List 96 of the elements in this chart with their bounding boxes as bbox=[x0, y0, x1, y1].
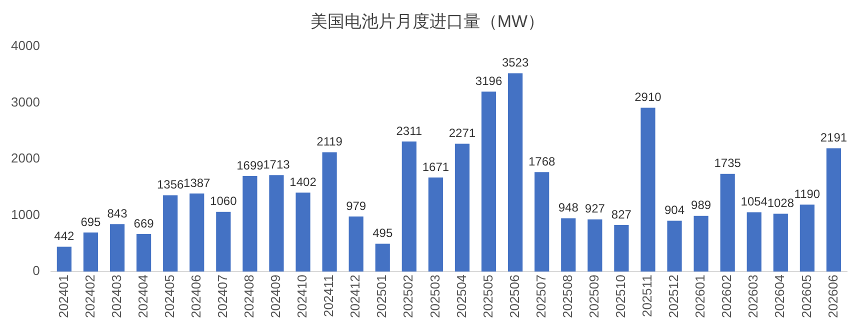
y-tick-label: 3000 bbox=[11, 94, 40, 110]
x-tick-label: 202411 bbox=[321, 274, 336, 318]
data-label: 3196 bbox=[475, 74, 502, 88]
data-label: 1054 bbox=[740, 194, 768, 209]
data-label: 948 bbox=[558, 200, 579, 215]
x-tick-label: 202606 bbox=[825, 274, 840, 318]
x-tick-label: 202507 bbox=[533, 274, 548, 318]
bar bbox=[242, 176, 258, 272]
data-label: 927 bbox=[584, 202, 606, 216]
x-tick-label: 202505 bbox=[480, 274, 496, 318]
data-label: 3523 bbox=[502, 56, 529, 70]
x-tick-label: 202510 bbox=[613, 274, 628, 318]
x-tick-label: 202405 bbox=[162, 274, 177, 318]
bar bbox=[269, 175, 284, 272]
bar bbox=[534, 172, 550, 272]
bar bbox=[348, 216, 364, 272]
x-tick-label: 202406 bbox=[188, 274, 204, 318]
x-tick-label: 202511 bbox=[640, 274, 655, 318]
bar bbox=[826, 148, 842, 272]
x-tick-label: 202412 bbox=[348, 274, 363, 318]
x-tick-label: 202502 bbox=[400, 274, 416, 318]
y-tick-label: 2000 bbox=[11, 150, 40, 166]
x-tick-label: 202506 bbox=[506, 274, 522, 318]
bar bbox=[428, 178, 443, 272]
x-tick-label: 202404 bbox=[135, 274, 150, 318]
x-tick-label: 202403 bbox=[108, 274, 124, 318]
x-tick-label: 202602 bbox=[719, 274, 734, 318]
bar bbox=[454, 144, 470, 272]
bar bbox=[402, 142, 416, 272]
x-tick-label: 202504 bbox=[454, 274, 469, 318]
x-tick-label: 202603 bbox=[746, 274, 761, 318]
bar bbox=[694, 216, 708, 272]
data-label: 669 bbox=[134, 216, 154, 230]
x-tick-label: 202508 bbox=[560, 274, 575, 318]
data-label: 1402 bbox=[290, 174, 317, 189]
data-label: 2311 bbox=[396, 124, 422, 138]
bar bbox=[561, 218, 576, 272]
x-tick-label: 202512 bbox=[666, 274, 682, 318]
x-tick-label: 202401 bbox=[56, 274, 71, 318]
data-label: 827 bbox=[611, 207, 632, 222]
bar bbox=[110, 224, 125, 272]
bar bbox=[136, 234, 152, 272]
x-tick-label: 202601 bbox=[692, 274, 708, 318]
bar bbox=[667, 220, 682, 272]
data-label: 1190 bbox=[794, 186, 820, 201]
x-tick-label: 202604 bbox=[772, 274, 788, 318]
data-label: 1735 bbox=[714, 156, 742, 170]
bar bbox=[216, 212, 231, 272]
data-label: 1699 bbox=[236, 158, 264, 172]
bar bbox=[640, 108, 656, 272]
data-label: 979 bbox=[346, 198, 366, 213]
bar bbox=[190, 194, 204, 272]
bar bbox=[375, 244, 390, 272]
data-label: 1387 bbox=[184, 176, 211, 190]
x-tick-label: 202503 bbox=[427, 274, 442, 318]
data-label: 442 bbox=[54, 229, 75, 244]
x-tick-label: 202408 bbox=[242, 274, 257, 318]
data-label: 2271 bbox=[448, 126, 476, 140]
bar bbox=[614, 225, 629, 272]
data-label: 695 bbox=[80, 214, 102, 229]
data-label: 2910 bbox=[634, 90, 662, 104]
bar bbox=[296, 192, 310, 272]
data-label: 989 bbox=[691, 198, 712, 212]
data-label: 1028 bbox=[767, 196, 794, 210]
bar bbox=[508, 73, 523, 272]
x-tick-label: 202605 bbox=[798, 274, 814, 318]
bar bbox=[56, 246, 72, 272]
bar bbox=[481, 92, 496, 272]
y-tick-label: 1000 bbox=[11, 206, 40, 222]
x-tick-label: 202407 bbox=[214, 274, 230, 318]
chart-title: 美国电池片月度进口量（MW） bbox=[310, 12, 545, 31]
bar bbox=[83, 232, 98, 272]
bar bbox=[773, 214, 788, 272]
y-tick-label: 4000 bbox=[11, 38, 40, 53]
data-label: 1356 bbox=[156, 178, 184, 192]
x-tick-label: 202501 bbox=[374, 274, 390, 318]
bar bbox=[322, 152, 337, 272]
x-tick-label: 202402 bbox=[82, 274, 98, 318]
y-tick-label: 0 bbox=[32, 263, 40, 278]
data-label: 495 bbox=[372, 226, 393, 240]
data-label: 2119 bbox=[316, 134, 343, 149]
bar bbox=[163, 195, 178, 272]
x-tick-label: 202409 bbox=[268, 274, 284, 318]
data-label: 1671 bbox=[422, 160, 450, 174]
data-label: 2191 bbox=[820, 130, 848, 145]
data-label: 1768 bbox=[528, 154, 556, 168]
data-label: 1713 bbox=[263, 157, 290, 172]
x-tick-label: 202410 bbox=[294, 274, 310, 318]
data-label: 1060 bbox=[210, 194, 238, 208]
bar bbox=[800, 204, 814, 272]
x-tick-label: 202509 bbox=[586, 274, 602, 318]
bar bbox=[588, 219, 602, 272]
bar bbox=[746, 212, 762, 272]
data-label: 904 bbox=[664, 203, 685, 218]
bar bbox=[720, 174, 735, 272]
data-label: 843 bbox=[107, 206, 128, 220]
